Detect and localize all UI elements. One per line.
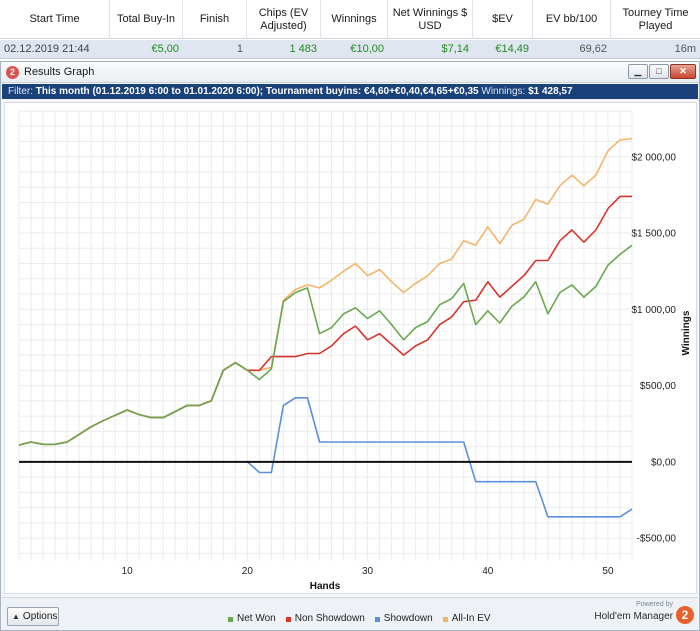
winnings-value: $1 428,57	[528, 86, 573, 97]
y-tick-label: $500,00	[640, 381, 677, 392]
series-line-showdown	[246, 396, 633, 518]
chart-svg: -$500,00 $0,00 $500,00 $1 000,00 $1 500,00 $2…	[18, 110, 692, 592]
legend-label: All-In EV	[451, 613, 491, 624]
col-ev[interactable]: $EV	[473, 0, 533, 39]
results-graph-window: 2 Results Graph ▁ □ ✕ Filter: This month…	[0, 61, 700, 631]
maximize-button[interactable]: □	[649, 64, 669, 79]
y-tick-label: $1 500,00	[632, 229, 677, 240]
cell-chips: 1 483	[289, 43, 317, 55]
cell-tourney-time: 16m	[674, 43, 696, 55]
x-tick-label: 50	[602, 566, 614, 577]
options-button[interactable]: ▲ Options	[7, 607, 59, 626]
legend-swatch	[374, 616, 380, 622]
cell-net-winnings: $7,14	[441, 43, 469, 55]
cell-start-time: 02.12.2019 21:44	[4, 43, 90, 55]
cell-winnings: €10,00	[350, 43, 384, 55]
legend-label: Net Won	[237, 613, 276, 624]
legend-label: Showdown	[383, 613, 433, 624]
legend-item-showdown[interactable]: Showdown	[374, 612, 433, 626]
x-axis-title: Hands	[310, 581, 341, 592]
y-axis-title: Winnings	[681, 310, 692, 355]
cell-ev-bb100: 69,62	[579, 43, 607, 55]
col-start-time[interactable]: Start Time	[0, 0, 110, 39]
legend-label: Non Showdown	[294, 613, 365, 624]
bottom-bar: ▲ Options Net Won Non Showdown Showdown All-…	[2, 597, 698, 630]
brand-area: Powered by Hold'em Manager 2	[594, 601, 696, 629]
winnings-label: Winnings:	[481, 86, 526, 97]
close-button[interactable]: ✕	[670, 64, 696, 79]
y-tick-label: -$500,00	[637, 534, 677, 545]
legend-item-all-in-ev[interactable]: All-In EV	[442, 612, 491, 626]
options-label: Options	[22, 611, 58, 622]
y-tick-label: $2 000,00	[632, 152, 677, 163]
x-tick-label: 20	[242, 566, 254, 577]
series-line-non-showdown	[18, 195, 632, 446]
col-total-buyin[interactable]: Total Buy-In	[110, 0, 183, 39]
legend-item-net-won[interactable]: Net Won	[228, 612, 276, 626]
legend-item-non-showdown[interactable]: Non Showdown	[285, 612, 365, 626]
minimize-button[interactable]: ▁	[628, 64, 648, 79]
col-ev-bb100[interactable]: EV bb/100	[533, 0, 611, 39]
y-tick-label: $0,00	[651, 457, 676, 468]
legend-swatch	[228, 616, 233, 622]
col-finish[interactable]: Finish	[183, 0, 247, 39]
x-tick-label: 40	[482, 566, 494, 577]
filter-bar: Filter: This month (01.12.2019 6:00 to 0…	[2, 84, 698, 99]
table-row[interactable]: 02.12.2019 21:44 €5,00 1 1 483 €10,00 $7…	[0, 40, 700, 59]
table-header: Start Time Total Buy-In Finish Chips (EV…	[0, 0, 700, 39]
x-tick-label: 10	[122, 566, 134, 577]
window-titlebar[interactable]: 2 Results Graph ▁ □ ✕	[1, 62, 699, 83]
legend-swatch	[442, 616, 448, 622]
chevron-up-icon: ▲	[12, 612, 20, 621]
brand-name: Hold'em Manager	[594, 611, 673, 622]
hm2-logo-icon: 2	[676, 606, 694, 624]
tournament-table: Start Time Total Buy-In Finish Chips (EV…	[0, 0, 700, 60]
cell-finish: 1	[236, 43, 243, 55]
legend-swatch	[285, 616, 291, 622]
chart-legend: Net Won Non Showdown Showdown All-In EV	[228, 612, 491, 626]
col-winnings[interactable]: Winnings	[321, 0, 388, 39]
cell-ev: €14,49	[495, 43, 529, 55]
filter-label: Filter:	[8, 86, 33, 97]
cell-total-buyin: €5,00	[151, 43, 179, 55]
results-chart[interactable]: -$500,00 $0,00 $500,00 $1 000,00 $1 500,00 $2…	[4, 102, 697, 594]
powered-by-text: Powered by	[636, 601, 673, 608]
filter-value: This month (01.12.2019 6:00 to 01.01.202…	[35, 86, 479, 97]
window-title: Results Graph	[24, 66, 95, 78]
hm-app-icon: 2	[6, 66, 19, 79]
x-tick-label: 30	[362, 566, 374, 577]
series-line-net-won	[18, 244, 633, 446]
y-tick-label: $1 000,00	[632, 305, 677, 316]
col-tourney-time[interactable]: Tourney Time Played	[622, 6, 689, 32]
col-chips[interactable]: Chips (EV Adjusted)	[247, 0, 321, 39]
col-net-winnings[interactable]: Net Winnings $ USD	[388, 0, 473, 39]
